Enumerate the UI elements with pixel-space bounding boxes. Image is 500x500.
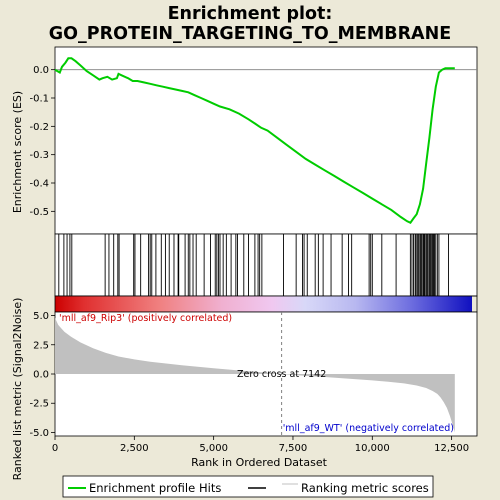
metric-y-axis: 5.0 2.5 0.0 -2.5 -5.0: [29, 311, 55, 439]
x-tick-label: 10,000: [355, 443, 390, 454]
zero-cross-label: Zero cross at 7142: [237, 369, 326, 380]
chart-title-line2: GO_PROTEIN_TARGETING_TO_MEMBRANE: [49, 24, 451, 44]
pos-correlation-label: 'mll_af9_Rip3' (positively correlated): [59, 313, 232, 324]
x-tick-label: 7,500: [279, 443, 308, 454]
metric-y-tick-label: -2.5: [29, 399, 49, 410]
x-tick-label: 0: [52, 443, 58, 454]
metric-y-tick-label: -5.0: [29, 428, 49, 439]
hits-panel: [54, 233, 478, 297]
neg-correlation-label: 'mll_af9_WT' (negatively correlated): [283, 423, 454, 434]
metric-y-tick-label: 2.5: [33, 340, 49, 351]
x-tick-label: 2,500: [120, 443, 149, 454]
legend-metric-label: Ranking metric scores: [301, 481, 429, 495]
x-tick-label: 12,500: [434, 443, 469, 454]
legend-hits-label: Hits: [199, 481, 221, 495]
rank-color-bar: [55, 296, 472, 312]
x-tick-label: 5,000: [199, 443, 228, 454]
metric-y-axis-label: Ranked list metric (Signal2Noise): [11, 298, 24, 481]
es-panel: [54, 46, 478, 235]
metric-y-tick-label: 0.0: [33, 370, 49, 381]
es-y-tick-label: -0.5: [29, 207, 49, 218]
es-y-tick-label: -0.1: [29, 94, 49, 105]
legend-box: [62, 475, 434, 498]
es-curve: [54, 57, 455, 224]
legend-es-label: Enrichment profile: [89, 481, 195, 495]
hit-marks: [58, 234, 449, 296]
es-y-tick-label: -0.2: [29, 122, 49, 133]
x-axis-label: Rank in Ordered Dataset: [191, 456, 328, 469]
es-y-tick-label: 0.0: [33, 65, 49, 76]
es-y-axis-label: Enrichment score (ES): [11, 91, 24, 213]
es-y-tick-label: -0.4: [29, 179, 49, 190]
metric-area: [55, 317, 455, 433]
es-y-tick-label: -0.3: [29, 150, 49, 161]
chart-title-line1: Enrichment plot:: [168, 4, 333, 24]
es-y-axis: 0.0 -0.1 -0.2 -0.3 -0.4 -0.5: [29, 65, 55, 218]
x-axis: 0 2,500 5,000 7,500 10,000 12,500: [52, 436, 469, 454]
metric-y-tick-label: 5.0: [33, 311, 49, 322]
